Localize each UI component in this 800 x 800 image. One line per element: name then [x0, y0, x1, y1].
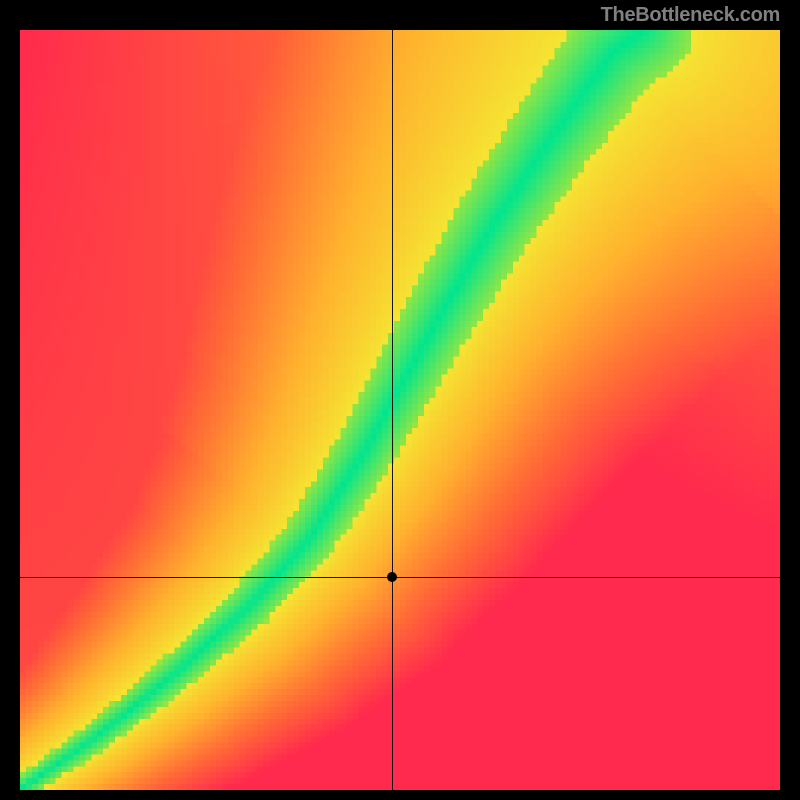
crosshair-marker [387, 572, 397, 582]
watermark: TheBottleneck.com [601, 4, 780, 27]
crosshair-horizontal [20, 577, 780, 578]
heatmap-canvas [20, 30, 780, 790]
crosshair-vertical [392, 30, 393, 790]
heatmap-plot [20, 30, 780, 790]
